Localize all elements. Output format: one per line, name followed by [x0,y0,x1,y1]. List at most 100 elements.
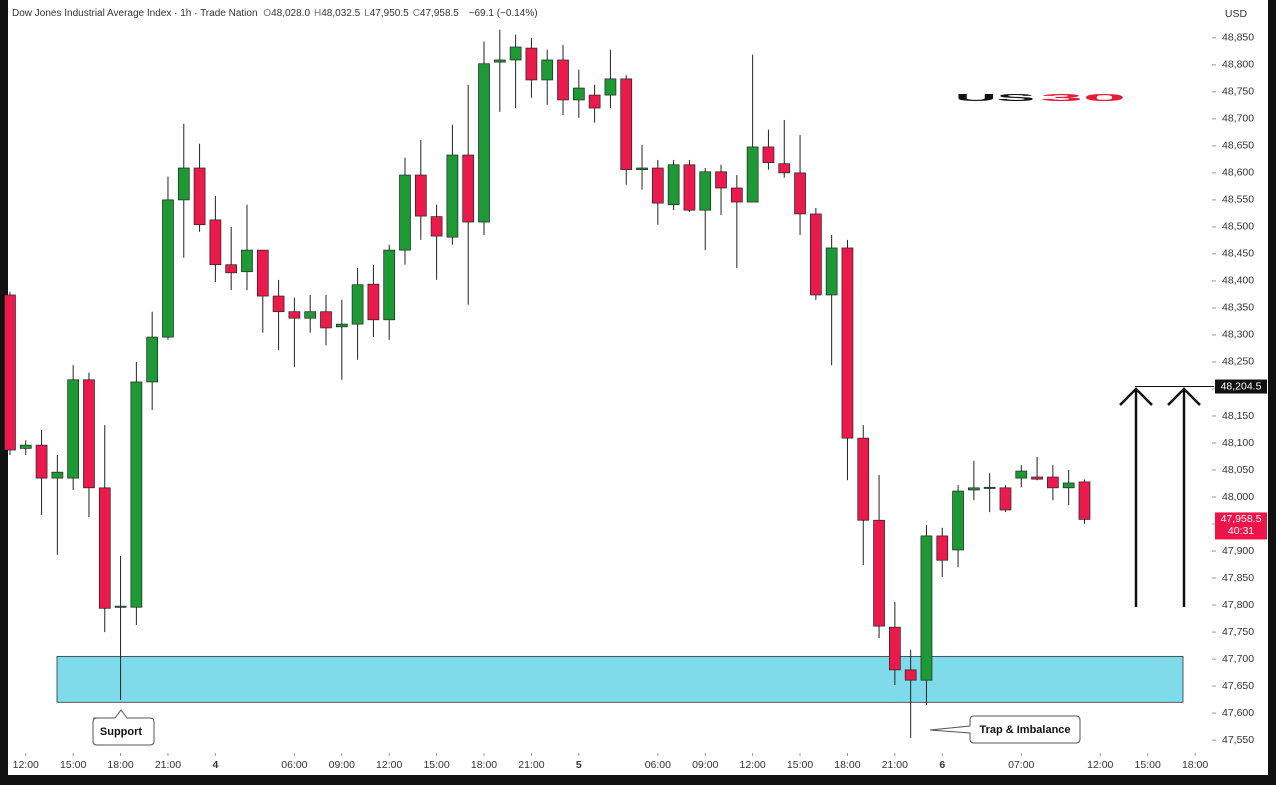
quote-key: C [412,8,420,19]
last-price-label: 47,958.5 [1221,513,1262,525]
candle-body [983,486,996,489]
candle-body [1031,476,1043,480]
candle-body [130,381,143,608]
y-tick-label: 48,300 [1222,329,1254,341]
candle-body [304,311,317,319]
candle-body [651,167,664,204]
candle-body [588,94,601,109]
candle-body [209,219,222,266]
candle-body [746,146,759,203]
x-tick-label: 4 [212,759,218,771]
x-tick-label: 6 [939,759,945,771]
y-tick-label: 48,100 [1222,437,1254,449]
candle-body [889,626,901,671]
arrows [1119,387,1201,607]
candle-body [762,146,775,163]
y-tick-label: 48,450 [1222,248,1254,260]
chart-background [8,0,1268,775]
candle-body [557,59,569,101]
y-tick-label: 48,850 [1222,32,1254,44]
candle-body [936,535,949,561]
marked-level-label: 48,204.5 [1221,380,1262,392]
candle-body [509,46,522,61]
currency: USD [1225,8,1248,20]
candle-body [351,284,364,325]
trap-label: Trap & Imbalance [979,724,1070,736]
candle-body [51,471,64,479]
candle-body [4,294,16,451]
quote-value: 47,950.5 [369,8,409,19]
candle-body [162,199,174,338]
candle-body [667,164,680,206]
candle-body [715,171,727,189]
x-tick-label: 06:00 [281,759,307,771]
candle-body [478,63,490,223]
y-tick-label: 48,600 [1222,167,1254,179]
y-tick-label: 48,050 [1222,464,1254,476]
x-tick-label: 18:00 [471,759,497,771]
candle-body [19,444,32,449]
candle-body [320,311,332,329]
candle-body [794,172,806,215]
x-tick-label: 12:00 [1087,759,1113,771]
candle-body [604,78,617,96]
y-tick-label: 48,250 [1222,356,1254,368]
y-tick-label: 47,550 [1222,734,1254,746]
candle-body [825,247,838,296]
y-tick-label: 47,900 [1222,545,1254,557]
y-tick-label: 47,650 [1222,680,1254,692]
y-tick-label: 48,350 [1222,302,1254,314]
support-callout [92,709,155,746]
logo-us: US [955,92,1035,104]
candle-body [177,167,190,201]
candle-body [683,164,696,211]
candle-body [873,519,885,627]
y-tick-label: 47,600 [1222,707,1254,719]
candle-body [841,247,854,439]
candle-body [572,87,585,101]
x-tick-label: 07:00 [1008,759,1034,771]
candle-body [809,213,822,296]
candle-body [430,216,443,237]
quote-key: L [364,8,370,19]
y-tick-label: 47,800 [1222,599,1254,611]
x-tick-label: 21:00 [518,759,544,771]
y-tick-label: 48,750 [1222,86,1254,98]
quotes: O48,028.0 H48,032.5 L47,950.5 C47,958.5 [263,8,463,19]
candle-body [999,487,1012,511]
candle-body [525,47,538,81]
x-tick-label: 09:00 [329,759,355,771]
y-tick-label: 48,550 [1222,194,1254,206]
x-tick-label: 18:00 [834,759,860,771]
y-tick-label: 48,650 [1222,140,1254,152]
x-tick-label: 18:00 [1182,759,1208,771]
x-tick-label: 06:00 [645,759,671,771]
candle-body [493,59,506,63]
candle-body [920,535,933,681]
x-tick-label: 15:00 [1135,759,1161,771]
y-tick-label: 47,850 [1222,572,1254,584]
y-tick-label: 48,500 [1222,221,1254,233]
y-tick-label: 48,000 [1222,491,1254,503]
countdown-label: 40:31 [1228,525,1254,537]
x-tick-label: 12:00 [740,759,766,771]
candle-body [98,487,111,609]
y-tick-label: 47,750 [1222,626,1254,638]
candle-body [399,174,411,251]
candle-body [241,249,253,273]
candle-body [968,487,980,491]
logo-30: 30 [1040,92,1127,104]
candle-body [114,605,127,608]
candle-body [272,295,285,313]
x-tick-label: 15:00 [60,759,86,771]
candle-body [83,379,95,489]
x-tick-label: 15:00 [787,759,813,771]
candle-body [367,283,380,321]
candle-body [146,336,159,383]
candle-body [1078,481,1091,520]
marked-level-box [1215,379,1267,394]
y-tick-label: 47,700 [1222,653,1254,665]
y-tick-label: 48,700 [1222,113,1254,125]
header: Dow Jones Industrial Average Index · 1h … [12,8,541,19]
